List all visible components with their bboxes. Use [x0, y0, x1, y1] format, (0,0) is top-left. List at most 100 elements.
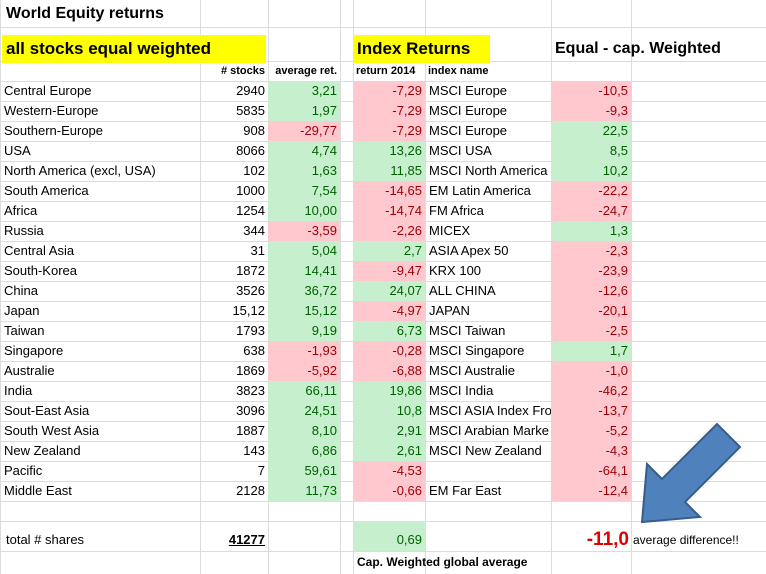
- index-return-cell[interactable]: 11,85: [353, 161, 425, 181]
- index-return-cell[interactable]: 6,73: [353, 321, 425, 341]
- stocks-count-cell[interactable]: 102: [243, 163, 265, 178]
- difference-cell[interactable]: -64,1: [551, 461, 631, 481]
- average-return-cell[interactable]: 66,11: [268, 381, 340, 401]
- cap-weighted-average-value[interactable]: 0,69: [353, 521, 425, 551]
- average-return-cell[interactable]: 3,21: [268, 81, 340, 101]
- section-equal-weighted[interactable]: all stocks equal weighted: [2, 35, 266, 63]
- average-return-cell[interactable]: 8,10: [268, 421, 340, 441]
- stocks-count-cell[interactable]: 5835: [236, 103, 265, 118]
- average-return-cell[interactable]: 24,51: [268, 401, 340, 421]
- difference-cell[interactable]: -23,9: [551, 261, 631, 281]
- difference-cell[interactable]: -24,7: [551, 201, 631, 221]
- region-cell[interactable]: Pacific: [4, 463, 43, 478]
- difference-cell[interactable]: -1,0: [551, 361, 631, 381]
- difference-cell[interactable]: -12,4: [551, 481, 631, 501]
- index-return-cell[interactable]: 19,86: [353, 381, 425, 401]
- difference-cell[interactable]: -9,3: [551, 101, 631, 121]
- stocks-count-cell[interactable]: 7: [257, 463, 265, 478]
- stocks-count-cell[interactable]: 3096: [236, 403, 265, 418]
- region-cell[interactable]: Southern-Europe: [4, 123, 104, 138]
- index-name-cell[interactable]: JAPAN: [429, 303, 470, 318]
- stocks-count-cell[interactable]: 908: [243, 123, 265, 138]
- region-cell[interactable]: South West Asia: [4, 423, 100, 438]
- index-return-cell[interactable]: 2,61: [353, 441, 425, 461]
- index-return-cell[interactable]: -2,26: [353, 221, 425, 241]
- difference-cell[interactable]: -4,3: [551, 441, 631, 461]
- section-equal-minus-cap[interactable]: Equal - cap. Weighted: [555, 40, 721, 57]
- region-cell[interactable]: USA: [4, 143, 31, 158]
- difference-cell[interactable]: -2,3: [551, 241, 631, 261]
- col-header-return-2014[interactable]: return 2014: [356, 65, 416, 77]
- difference-cell[interactable]: -22,2: [551, 181, 631, 201]
- index-name-cell[interactable]: MSCI New Zealand: [429, 443, 542, 458]
- difference-cell[interactable]: -20,1: [551, 301, 631, 321]
- index-return-cell[interactable]: -7,29: [353, 81, 425, 101]
- region-cell[interactable]: Sout-East Asia: [4, 403, 90, 418]
- average-return-cell[interactable]: 36,72: [268, 281, 340, 301]
- index-name-cell[interactable]: MSCI ASIA Index Fro: [429, 403, 551, 418]
- index-return-cell[interactable]: -14,65: [353, 181, 425, 201]
- cap-weighted-average-label[interactable]: Cap. Weighted global average: [357, 555, 528, 569]
- index-return-cell[interactable]: -4,97: [353, 301, 425, 321]
- stocks-count-cell[interactable]: 1872: [236, 263, 265, 278]
- region-cell[interactable]: North America (excl, USA): [4, 163, 156, 178]
- region-cell[interactable]: Western-Europe: [4, 103, 99, 118]
- index-name-cell[interactable]: MSCI Arabian Marke: [429, 423, 549, 438]
- stocks-count-cell[interactable]: 344: [243, 223, 265, 238]
- stocks-count-cell[interactable]: 15,12: [232, 303, 265, 318]
- index-return-cell[interactable]: -0,66: [353, 481, 425, 501]
- average-return-cell[interactable]: 1,63: [268, 161, 340, 181]
- average-return-cell[interactable]: 10,00: [268, 201, 340, 221]
- average-return-cell[interactable]: 7,54: [268, 181, 340, 201]
- index-return-cell[interactable]: -14,74: [353, 201, 425, 221]
- average-return-cell[interactable]: -3,59: [268, 221, 340, 241]
- region-cell[interactable]: Taiwan: [4, 323, 45, 338]
- index-name-cell[interactable]: EM Latin America: [429, 183, 531, 198]
- index-name-cell[interactable]: MSCI Australie: [429, 363, 515, 378]
- average-return-cell[interactable]: 5,04: [268, 241, 340, 261]
- section-index-returns[interactable]: Index Returns: [353, 35, 490, 63]
- index-name-cell[interactable]: MSCI Europe: [429, 123, 508, 138]
- average-return-cell[interactable]: 4,74: [268, 141, 340, 161]
- index-return-cell[interactable]: -0,28: [353, 341, 425, 361]
- index-return-cell[interactable]: -7,29: [353, 101, 425, 121]
- region-cell[interactable]: Russia: [4, 223, 44, 238]
- average-return-cell[interactable]: 6,86: [268, 441, 340, 461]
- index-name-cell[interactable]: MSCI USA: [429, 143, 492, 158]
- stocks-count-cell[interactable]: 1254: [236, 203, 265, 218]
- index-name-cell[interactable]: [425, 461, 551, 481]
- total-shares-label[interactable]: total # shares: [6, 532, 85, 547]
- stocks-count-cell[interactable]: 2940: [236, 83, 265, 98]
- difference-cell[interactable]: 10,2: [551, 161, 631, 181]
- region-cell[interactable]: Australie: [4, 363, 55, 378]
- index-name-cell[interactable]: FM Africa: [429, 203, 484, 218]
- index-name-cell[interactable]: MSCI India: [429, 383, 494, 398]
- average-return-cell[interactable]: 14,41: [268, 261, 340, 281]
- stocks-count-cell[interactable]: 638: [243, 343, 265, 358]
- region-cell[interactable]: Middle East: [4, 483, 72, 498]
- difference-cell[interactable]: 1,7: [551, 341, 631, 361]
- index-name-cell[interactable]: KRX 100: [429, 263, 482, 278]
- stocks-count-cell[interactable]: 2128: [236, 483, 265, 498]
- col-header-avg-ret[interactable]: average ret.: [275, 65, 337, 77]
- index-return-cell[interactable]: -9,47: [353, 261, 425, 281]
- index-name-cell[interactable]: MSCI North America: [429, 163, 548, 178]
- col-header-index-name[interactable]: index name: [428, 65, 489, 77]
- region-cell[interactable]: China: [4, 283, 38, 298]
- average-return-cell[interactable]: 11,73: [268, 481, 340, 501]
- region-cell[interactable]: Central Asia: [4, 243, 75, 258]
- index-name-cell[interactable]: MSCI Singapore: [429, 343, 525, 358]
- difference-cell[interactable]: 8,5: [551, 141, 631, 161]
- difference-cell[interactable]: -12,6: [551, 281, 631, 301]
- average-return-cell[interactable]: 9,19: [268, 321, 340, 341]
- stocks-count-cell[interactable]: 3823: [236, 383, 265, 398]
- total-shares-value[interactable]: 41277: [228, 532, 265, 547]
- arrow-shape-icon[interactable]: [620, 418, 766, 530]
- region-cell[interactable]: South-Korea: [4, 263, 77, 278]
- index-return-cell[interactable]: 2,7: [353, 241, 425, 261]
- region-cell[interactable]: New Zealand: [4, 443, 81, 458]
- index-return-cell[interactable]: -7,29: [353, 121, 425, 141]
- region-cell[interactable]: Japan: [4, 303, 40, 318]
- index-return-cell[interactable]: 2,91: [353, 421, 425, 441]
- sheet-title[interactable]: World Equity returns: [6, 5, 164, 22]
